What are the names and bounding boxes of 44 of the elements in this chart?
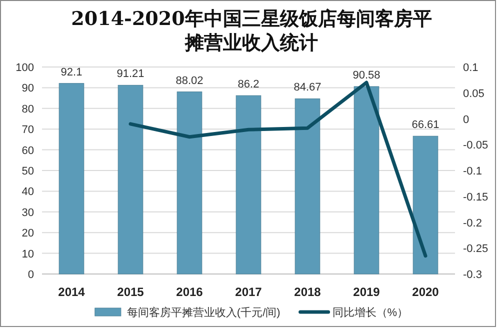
y-tick-label: 30	[22, 206, 34, 219]
y-tick-label: 0	[28, 269, 34, 281]
y-tick-label: 90	[22, 82, 34, 95]
y-tick-label: 60	[22, 144, 34, 157]
data-label: 66.61	[412, 119, 440, 132]
data-label: 90.58	[352, 70, 380, 82]
data-label: 88.02	[176, 74, 204, 87]
y2-tick-label: 0.1	[463, 62, 478, 74]
data-label: 84.67	[294, 82, 322, 94]
bar	[412, 136, 438, 274]
bar	[118, 84, 144, 274]
bar	[236, 95, 262, 274]
y2-tick-label: 0.05	[463, 88, 484, 100]
x-tick-label: 2017	[235, 285, 262, 299]
y-tick-label: 70	[22, 124, 34, 136]
legend-label: 每间客房平摊营业收入(千元/间)	[126, 306, 280, 319]
y-tick-label: 40	[22, 186, 34, 198]
y2-tick-label: 0	[463, 114, 470, 126]
legend-label: 同比增长（%）	[332, 306, 408, 319]
data-label: 91.21	[116, 68, 144, 80]
y2-tick-label: -0.2	[463, 217, 482, 230]
x-tick-label: 2020	[412, 285, 440, 299]
chart-title: 2014-2020年中国三星级饭店每间客房平摊营业收入统计	[71, 8, 432, 54]
y-tick-label: 80	[22, 103, 34, 116]
bar	[354, 86, 380, 274]
y2-tick-label: -0.3	[463, 269, 482, 281]
y-tick-label: 50	[22, 166, 34, 178]
data-label: 92.1	[60, 66, 82, 78]
x-tick-label: 2015	[117, 285, 144, 299]
bar	[176, 92, 202, 274]
y2-tick-label: -0.25	[463, 243, 488, 256]
y2-tick-label: -0.15	[463, 191, 488, 204]
y-tick-label: 10	[22, 248, 34, 260]
y-tick-label: 100	[16, 62, 34, 74]
data-label: 86.2	[238, 78, 260, 91]
x-tick-label: 2014	[58, 285, 86, 299]
bar	[294, 98, 320, 274]
y2-tick-label: -0.1	[463, 166, 482, 178]
x-tick-label: 2019	[353, 285, 380, 299]
x-tick-label: 2018	[294, 285, 322, 299]
x-tick-label: 2016	[176, 285, 204, 299]
bar	[58, 83, 84, 274]
y-tick-label: 20	[22, 228, 34, 240]
y2-tick-label: -0.05	[463, 140, 488, 152]
